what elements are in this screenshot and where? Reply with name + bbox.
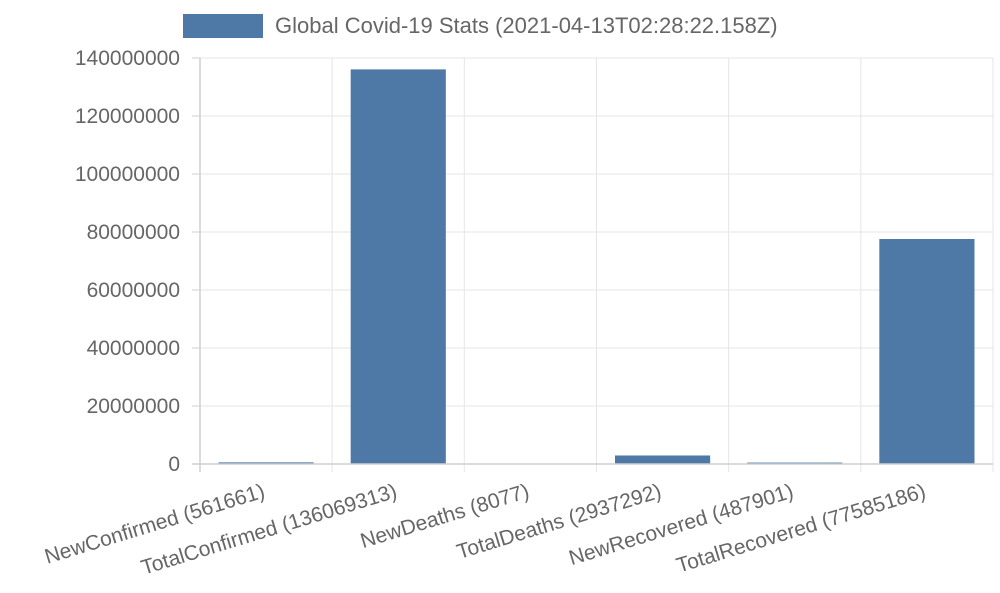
y-tick-label: 40000000 xyxy=(87,337,180,360)
y-tick-label: 80000000 xyxy=(87,221,180,244)
y-tick-label: 120000000 xyxy=(75,105,180,128)
y-axis-ticks: 0 20000000 40000000 60000000 80000000 1000000… xyxy=(75,47,180,476)
legend-swatch xyxy=(183,14,263,38)
y-tick-label: 140000000 xyxy=(75,47,180,70)
bar xyxy=(615,455,710,464)
x-axis-labels: NewConfirmed (561661)TotalConfirmed (136… xyxy=(42,480,928,580)
y-tick-label: 100000000 xyxy=(75,163,180,186)
axes xyxy=(192,58,993,472)
grid xyxy=(200,58,993,472)
legend-label: Global Covid-19 Stats (2021-04-13T02:28:… xyxy=(275,13,778,38)
legend[interactable]: Global Covid-19 Stats (2021-04-13T02:28:… xyxy=(183,13,778,38)
y-tick-label: 20000000 xyxy=(87,395,180,418)
y-tick-label: 60000000 xyxy=(87,279,180,302)
x-tick-label: TotalRecovered (77585186) xyxy=(674,480,929,578)
y-tick-label: 0 xyxy=(168,453,180,476)
bar xyxy=(351,69,446,464)
bar xyxy=(879,239,974,464)
